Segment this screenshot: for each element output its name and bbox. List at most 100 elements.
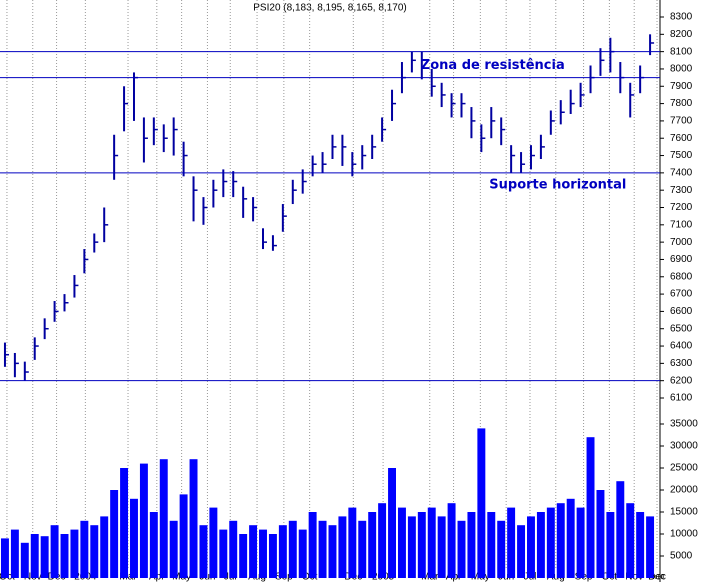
volume-bar	[239, 534, 248, 578]
volume-bar	[139, 463, 148, 578]
volume-bar	[427, 507, 436, 578]
chart-title: PSI20 (8,183, 8,195, 8,165, 8,170)	[253, 3, 406, 14]
volume-bar	[388, 468, 396, 578]
volume-bar	[527, 516, 535, 578]
volume-bar	[60, 534, 69, 578]
y-tick-label: 7300	[670, 185, 693, 196]
volume-bar	[517, 525, 526, 578]
y-tick-label: 7000	[670, 237, 693, 248]
volume-bar	[596, 490, 605, 578]
volume-bar	[80, 520, 89, 578]
volume-bar	[467, 512, 476, 578]
x-tick-label: Jun	[498, 572, 514, 582]
volume-bar	[130, 498, 138, 578]
volume-bar	[0, 538, 9, 578]
y-tick-label: 6500	[670, 323, 693, 334]
volume-bar	[556, 503, 565, 578]
y-tick-label: 8000	[670, 64, 693, 75]
volume-bar	[199, 525, 208, 578]
annotation: Suporte horizontal	[489, 177, 626, 192]
y-tick-label: 6300	[670, 358, 693, 369]
y-tick-label: 6200	[670, 375, 693, 386]
volume-bar	[50, 525, 59, 578]
y-tick-label: 20000	[670, 485, 698, 496]
volume-bar	[348, 507, 357, 578]
volume-bar	[149, 512, 158, 578]
y-tick-label: 10000	[670, 529, 698, 540]
volume-bar	[259, 529, 267, 578]
volume-bar	[487, 512, 496, 578]
volume-bar	[268, 534, 277, 578]
volume-bar	[298, 529, 307, 578]
volume-bar	[229, 520, 238, 578]
volume-bar	[120, 468, 129, 578]
volume-bar	[209, 507, 218, 578]
y-tick-label: 35000	[670, 419, 698, 430]
volume-bar	[606, 512, 615, 578]
volume-bar	[497, 520, 506, 578]
volume-bar	[586, 437, 595, 578]
volume-bar	[169, 520, 178, 578]
volume-bar	[179, 494, 188, 578]
volume-bar	[358, 520, 367, 578]
x-tick-label: Aug	[248, 572, 266, 582]
y-tick-label: 7800	[670, 98, 693, 109]
volume-bar	[338, 516, 347, 578]
y-tick-label: 6100	[670, 393, 693, 404]
volume-bar	[20, 542, 29, 578]
volume-bar	[219, 529, 228, 578]
volume-bar	[507, 507, 516, 578]
volume-bar	[70, 529, 79, 578]
y-tick-label: 15000	[670, 507, 698, 518]
volume-bar	[636, 512, 645, 578]
y-tick-label: 8200	[670, 29, 693, 40]
volume-bar	[576, 507, 585, 578]
y-tick-label: 25000	[670, 463, 698, 474]
volume-bar	[110, 490, 119, 578]
volume-bar	[457, 520, 466, 578]
x-tick-label: Nov	[625, 572, 643, 582]
x-tick-label: Dec	[648, 572, 666, 582]
volume-bar	[10, 529, 19, 578]
volume-bar	[159, 459, 168, 578]
y-tick-label: 5000	[670, 551, 693, 562]
x-tick-label: Mar	[119, 572, 137, 582]
volume-bar	[477, 428, 486, 578]
volume-bar	[368, 512, 377, 578]
volume-bar	[616, 481, 625, 578]
volume-bar	[318, 520, 327, 578]
volume-bar	[278, 525, 287, 578]
y-tick-label: 7200	[670, 202, 693, 213]
volume-bar	[40, 536, 49, 578]
volume-unit: x10	[653, 574, 664, 581]
volume-bar	[447, 503, 456, 578]
y-tick-label: 6400	[670, 341, 693, 352]
y-tick-label: 7900	[670, 81, 693, 92]
x-tick-label: Aug	[547, 572, 565, 582]
y-tick-label: 6900	[670, 254, 693, 265]
volume-bar	[288, 520, 297, 578]
volume-bar	[90, 525, 99, 578]
volume-bar	[328, 525, 337, 578]
y-tick-label: 30000	[670, 441, 698, 452]
volume-bar	[566, 498, 575, 578]
volume-bar	[378, 503, 387, 578]
y-tick-label: 6700	[670, 289, 693, 300]
volume-bar	[546, 507, 555, 578]
y-tick-label: 8100	[670, 46, 693, 57]
y-tick-label: 7100	[670, 219, 693, 230]
y-tick-label: 7500	[670, 150, 693, 161]
y-tick-label: 7400	[670, 168, 693, 179]
volume-bar	[536, 512, 545, 578]
volume-bar	[417, 512, 426, 578]
volume-bar	[249, 525, 258, 578]
volume-bar	[189, 459, 198, 578]
volume-bar	[308, 512, 317, 578]
y-tick-label: 7700	[670, 116, 693, 127]
volume-bar	[646, 516, 655, 578]
volume-bar	[397, 507, 406, 578]
volume-bar	[30, 534, 39, 578]
y-tick-label: 7600	[670, 133, 693, 144]
y-tick-label: 6800	[670, 271, 693, 282]
